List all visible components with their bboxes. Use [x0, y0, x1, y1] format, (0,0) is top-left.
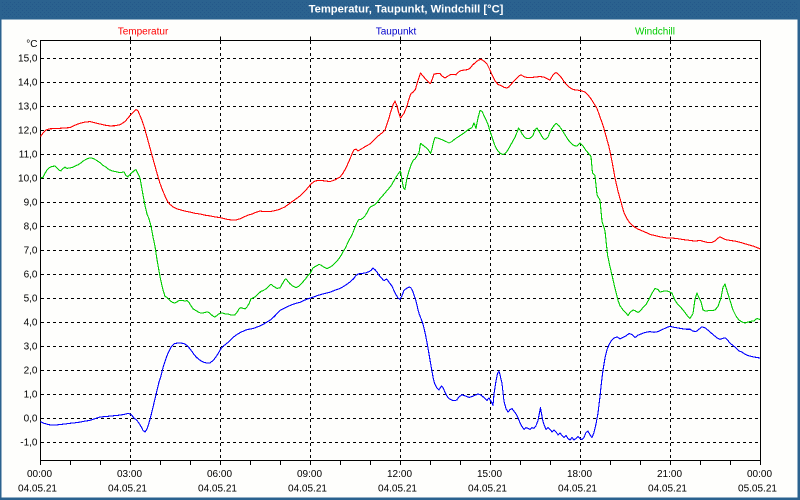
svg-text:12,0: 12,0 — [18, 126, 38, 137]
svg-text:13,0: 13,0 — [18, 102, 38, 113]
svg-text:8,0: 8,0 — [24, 222, 38, 233]
svg-text:Temperatur, Taupunkt, Windchil: Temperatur, Taupunkt, Windchill [°C] — [309, 4, 504, 16]
svg-text:14,0: 14,0 — [18, 78, 38, 89]
svg-text:04.05.21: 04.05.21 — [378, 484, 417, 495]
svg-text:05.05.21: 05.05.21 — [738, 484, 777, 495]
svg-text:6,0: 6,0 — [24, 270, 38, 281]
svg-text:15:00: 15:00 — [477, 469, 502, 480]
svg-text:5,0: 5,0 — [24, 294, 38, 305]
svg-text:12:00: 12:00 — [387, 469, 412, 480]
svg-text:04.05.21: 04.05.21 — [198, 484, 237, 495]
svg-text:Taupunkt: Taupunkt — [376, 27, 417, 38]
svg-text:Temperatur: Temperatur — [118, 27, 169, 38]
svg-text:04.05.21: 04.05.21 — [468, 484, 507, 495]
svg-text:09:00: 09:00 — [297, 469, 322, 480]
svg-text:0,0: 0,0 — [24, 414, 38, 425]
svg-text:10,0: 10,0 — [18, 174, 38, 185]
svg-text:Windchill: Windchill — [635, 27, 675, 38]
svg-text:7,0: 7,0 — [24, 246, 38, 257]
svg-text:04.05.21: 04.05.21 — [18, 484, 57, 495]
svg-text:2,0: 2,0 — [24, 366, 38, 377]
svg-text:-1,0: -1,0 — [20, 438, 38, 449]
svg-text:00:00: 00:00 — [747, 469, 772, 480]
svg-text:9,0: 9,0 — [24, 198, 38, 209]
svg-text:04.05.21: 04.05.21 — [288, 484, 327, 495]
svg-text:11,0: 11,0 — [19, 150, 38, 161]
svg-text:°C: °C — [26, 39, 37, 50]
svg-text:04.05.21: 04.05.21 — [558, 484, 597, 495]
svg-text:3,0: 3,0 — [24, 342, 38, 353]
svg-text:4,0: 4,0 — [24, 318, 38, 329]
svg-text:21:00: 21:00 — [657, 469, 682, 480]
svg-text:15,0: 15,0 — [18, 54, 38, 65]
svg-text:1,0: 1,0 — [24, 390, 38, 401]
svg-text:06:00: 06:00 — [207, 469, 232, 480]
svg-text:00:00: 00:00 — [27, 469, 52, 480]
svg-text:18:00: 18:00 — [567, 469, 592, 480]
svg-text:03:00: 03:00 — [117, 469, 142, 480]
svg-text:04.05.21: 04.05.21 — [648, 484, 687, 495]
svg-text:04.05.21: 04.05.21 — [108, 484, 147, 495]
